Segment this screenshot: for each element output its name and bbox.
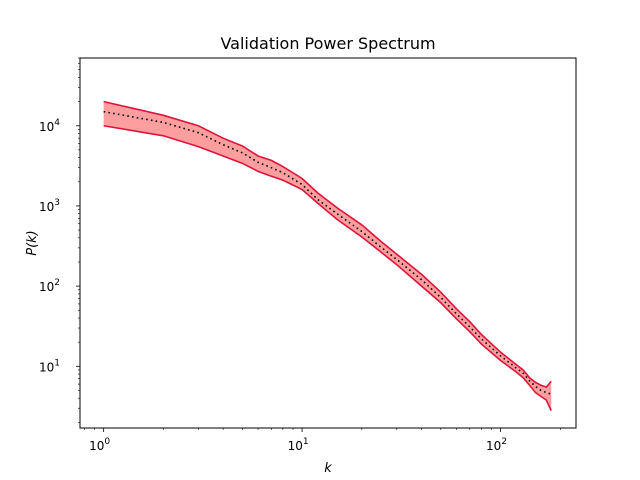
x-tick-exponent: 2 [501, 437, 507, 447]
plot-area [103, 100, 552, 411]
y-tick-exponent: 2 [54, 278, 60, 288]
series-lower-bound [103, 124, 552, 411]
y-axis-label: P(k) [25, 230, 40, 256]
axes-frame [79, 57, 577, 429]
y-tick-exponent: 3 [54, 198, 60, 208]
chart-title: Validation Power Spectrum [220, 34, 435, 53]
x-axis-label: k [324, 461, 332, 476]
x-tick-exponent: 0 [104, 437, 110, 447]
y-tick-exponent: 4 [54, 118, 60, 128]
y-tick-exponent: 1 [54, 358, 60, 368]
series-upper-bound [103, 100, 552, 389]
x-tick-exponent: 1 [303, 437, 309, 447]
